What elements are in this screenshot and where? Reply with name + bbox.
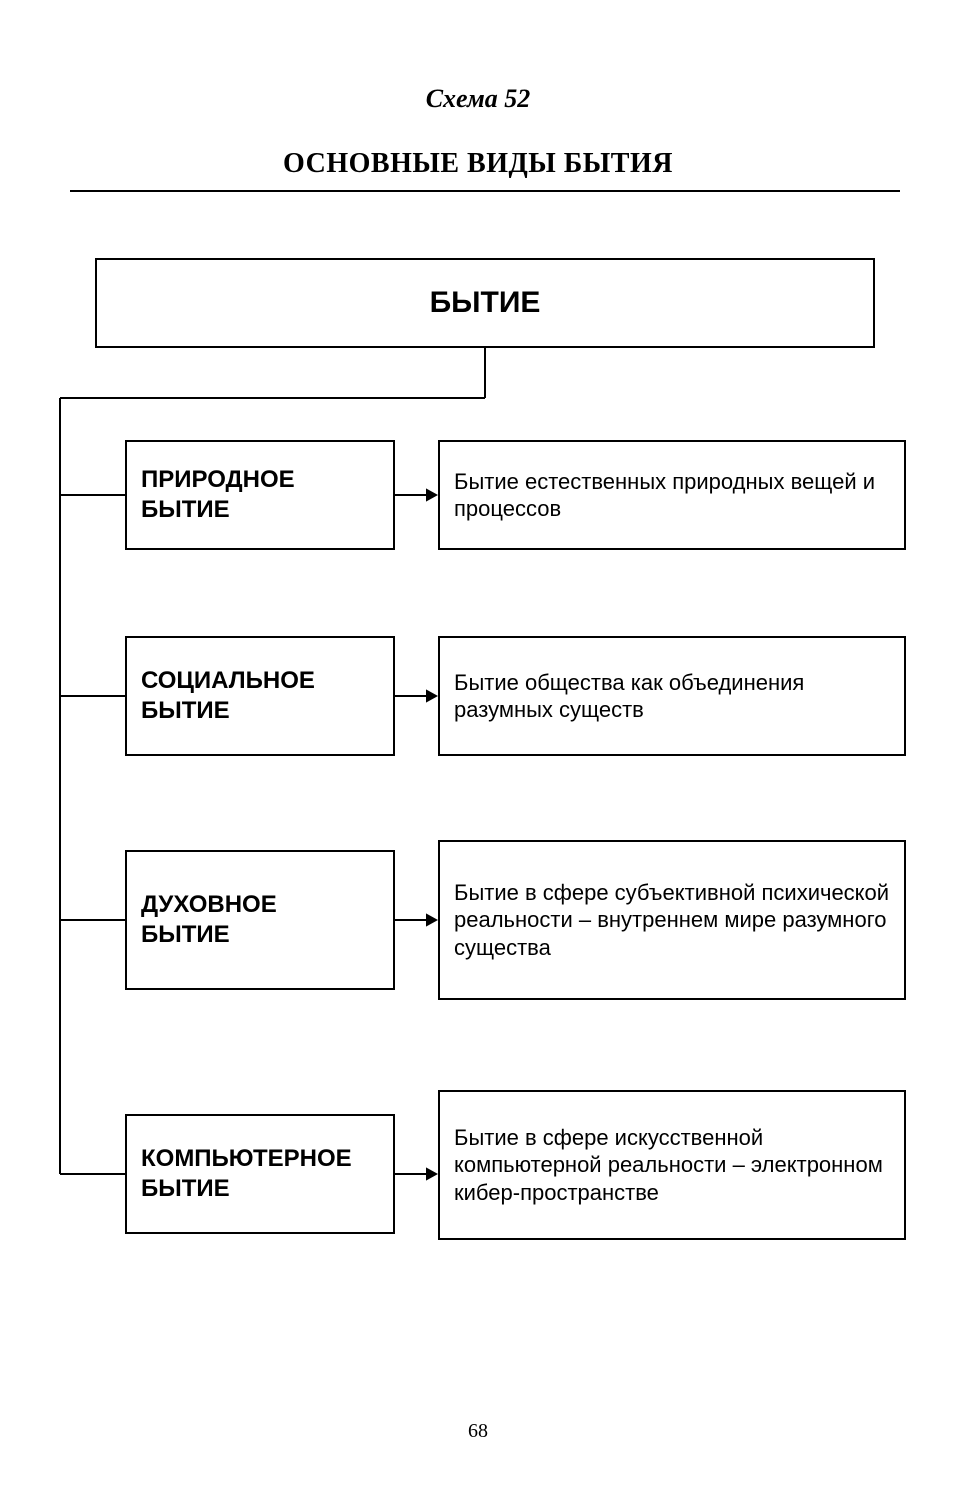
- description-box: Бытие естественных природных вещей и про…: [438, 440, 906, 550]
- category-box: КОМПЬЮТЕРНОЕ БЫТИЕ: [125, 1114, 395, 1234]
- root-label: БЫТИЕ: [416, 278, 555, 328]
- description-box: Бытие в сфере субъективной психической р…: [438, 840, 906, 1000]
- category-box: ПРИРОДНОЕ БЫТИЕ: [125, 440, 395, 550]
- category-box: СОЦИАЛЬНОЕ БЫТИЕ: [125, 636, 395, 756]
- category-label: ПРИРОДНОЕ БЫТИЕ: [127, 459, 309, 531]
- category-label: ДУХОВНОЕ БЫТИЕ: [127, 884, 291, 956]
- diagram-title: ОСНОВНЫЕ ВИДЫ БЫТИЯ: [0, 148, 956, 180]
- root-box: БЫТИЕ: [95, 258, 875, 348]
- page-number: 68: [0, 1420, 956, 1443]
- title-rule: [70, 190, 900, 192]
- description-box: Бытие в сфере искусственной компьютерной…: [438, 1090, 906, 1240]
- page-root: Схема 52 ОСНОВНЫЕ ВИДЫ БЫТИЯ БЫТИЕ ПРИРО…: [0, 0, 956, 1500]
- description-label: Бытие естественных природных вещей и про…: [440, 462, 904, 529]
- description-label: Бытие в сфере субъективной психической р…: [440, 873, 904, 968]
- category-label: СОЦИАЛЬНОЕ БЫТИЕ: [127, 660, 329, 732]
- category-label: КОМПЬЮТЕРНОЕ БЫТИЕ: [127, 1138, 366, 1210]
- scheme-label: Схема 52: [0, 84, 956, 114]
- description-label: Бытие общества как объединения разумных …: [440, 663, 904, 730]
- category-box: ДУХОВНОЕ БЫТИЕ: [125, 850, 395, 990]
- description-label: Бытие в сфере искусственной компьютерной…: [440, 1118, 904, 1213]
- description-box: Бытие общества как объединения разумных …: [438, 636, 906, 756]
